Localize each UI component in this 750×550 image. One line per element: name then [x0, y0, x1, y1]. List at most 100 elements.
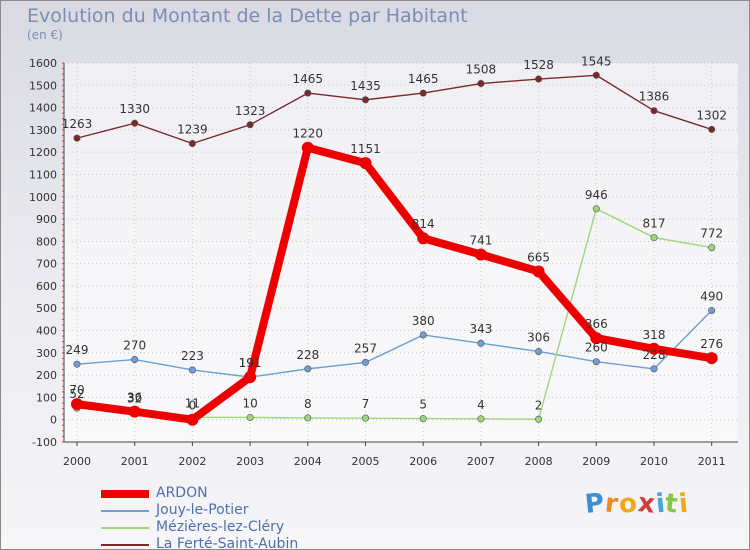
data-label-jouy-le-potier: 228 [643, 348, 666, 362]
data-point-jouy-le-potier [419, 331, 427, 339]
x-tick-label: 2009 [582, 455, 610, 468]
data-point-ardon [532, 265, 545, 278]
legend-label: Jouy-le-Potier [156, 502, 249, 518]
data-label-la-ferte-saint-aubin: 1263 [62, 117, 93, 131]
data-label-mezieres-lez-clery: 11 [185, 396, 200, 410]
data-label-jouy-le-potier: 249 [66, 343, 89, 357]
data-point-ardon [244, 371, 257, 384]
data-label-jouy-le-potier: 228 [296, 348, 319, 362]
y-tick-label: 500 [36, 302, 57, 315]
x-tick-label: 2006 [409, 455, 437, 468]
data-label-mezieres-lez-clery: 4 [477, 398, 485, 412]
data-point-la-ferte-saint-aubin [477, 80, 485, 88]
data-point-ardon [474, 248, 487, 261]
legend-swatch [101, 544, 149, 546]
data-label-jouy-le-potier: 380 [412, 314, 435, 328]
data-point-mezieres-lez-clery [304, 414, 312, 422]
data-point-ardon [301, 141, 314, 154]
data-label-jouy-le-potier: 223 [181, 349, 204, 363]
data-point-ardon [590, 332, 603, 345]
proxiti-logo: Proxiti [583, 488, 691, 520]
data-point-mezieres-lez-clery [419, 415, 427, 423]
data-label-jouy-le-potier: 191 [239, 356, 262, 370]
data-point-mezieres-lez-clery [477, 415, 485, 423]
data-point-la-ferte-saint-aubin [188, 139, 196, 147]
data-label-la-ferte-saint-aubin: 1465 [293, 72, 324, 86]
legend-swatch [101, 527, 149, 529]
y-tick-label: 0 [50, 414, 57, 427]
data-label-ardon: 191 [239, 356, 262, 370]
legend-label: La Ferté-Saint-Aubin [156, 536, 299, 550]
y-tick-label: 100 [36, 391, 57, 404]
data-label-la-ferte-saint-aubin: 1323 [235, 104, 266, 118]
data-label-mezieres-lez-clery: 7 [362, 397, 370, 411]
x-tick-label: 2005 [352, 455, 380, 468]
data-label-mezieres-lez-clery: 5 [419, 398, 427, 412]
data-point-jouy-le-potier [535, 347, 543, 355]
data-label-la-ferte-saint-aubin: 1508 [466, 63, 497, 77]
data-label-la-ferte-saint-aubin: 1528 [523, 58, 554, 72]
data-label-mezieres-lez-clery: 817 [643, 217, 666, 231]
data-label-la-ferte-saint-aubin: 1239 [177, 122, 208, 136]
data-point-ardon [71, 398, 83, 411]
data-label-jouy-le-potier: 306 [527, 330, 550, 344]
data-point-la-ferte-saint-aubin [535, 75, 543, 83]
x-tick-label: 2008 [525, 455, 553, 468]
data-point-ardon [417, 232, 430, 245]
data-point-ardon [359, 157, 372, 170]
data-point-jouy-le-potier [708, 306, 716, 314]
data-point-jouy-le-potier [73, 360, 81, 368]
y-tick-label: 700 [36, 258, 57, 271]
data-point-la-ferte-saint-aubin [73, 134, 81, 142]
data-point-ardon [648, 342, 660, 355]
data-point-ardon [128, 405, 141, 418]
legend-label: Mézières-lez-Cléry [156, 519, 285, 535]
y-tick-label: 1300 [29, 124, 57, 137]
series-line-la-ferte-saint-aubin [76, 74, 713, 145]
data-label-ardon: 814 [412, 217, 435, 231]
x-tick-label: 2002 [178, 455, 206, 468]
data-point-mezieres-lez-clery [535, 415, 543, 423]
data-label-mezieres-lez-clery: 946 [585, 188, 608, 202]
data-label-ardon: 36 [127, 391, 142, 405]
data-label-jouy-le-potier: 257 [354, 341, 377, 355]
y-tick-label: 900 [36, 213, 57, 226]
plot-area [64, 63, 738, 442]
data-point-mezieres-lez-clery [650, 234, 658, 242]
data-label-ardon: 1220 [293, 127, 324, 141]
data-point-mezieres-lez-clery [246, 413, 254, 421]
data-point-jouy-le-potier [650, 365, 658, 373]
data-point-la-ferte-saint-aubin [650, 107, 658, 115]
y-tick-label: 200 [36, 369, 57, 382]
data-label-mezieres-lez-clery: 32 [127, 392, 142, 406]
data-label-jouy-le-potier: 270 [123, 339, 146, 353]
y-tick-label: -100 [32, 436, 57, 449]
data-label-mezieres-lez-clery: 8 [304, 397, 312, 411]
data-label-ardon: 276 [700, 337, 723, 351]
logo-letter: i [677, 488, 691, 520]
data-point-ardon [705, 352, 718, 365]
y-tick-label: 400 [36, 325, 57, 338]
legend-swatch [101, 510, 149, 512]
data-point-mezieres-lez-clery [708, 244, 716, 252]
x-tick-label: 2003 [236, 455, 264, 468]
x-tick-label: 2004 [294, 455, 322, 468]
data-point-jouy-le-potier [304, 365, 312, 373]
data-point-la-ferte-saint-aubin [708, 125, 716, 133]
data-point-jouy-le-potier [131, 356, 139, 364]
data-point-la-ferte-saint-aubin [419, 89, 427, 97]
data-point-mezieres-lez-clery [592, 205, 600, 213]
x-tick-label: 2000 [63, 455, 91, 468]
data-label-ardon: 741 [469, 234, 492, 248]
legend-label: ARDON [156, 485, 208, 501]
data-point-ardon [186, 413, 199, 426]
chart-unit-label: (en €) [27, 28, 63, 42]
data-label-mezieres-lez-clery: 52 [69, 387, 84, 401]
legend-swatch [101, 490, 149, 498]
data-point-la-ferte-saint-aubin [592, 71, 600, 79]
y-tick-label: 1000 [29, 191, 57, 204]
data-label-mezieres-lez-clery: 10 [242, 396, 257, 410]
data-label-la-ferte-saint-aubin: 1330 [119, 102, 150, 116]
data-label-mezieres-lez-clery: 2 [535, 398, 543, 412]
